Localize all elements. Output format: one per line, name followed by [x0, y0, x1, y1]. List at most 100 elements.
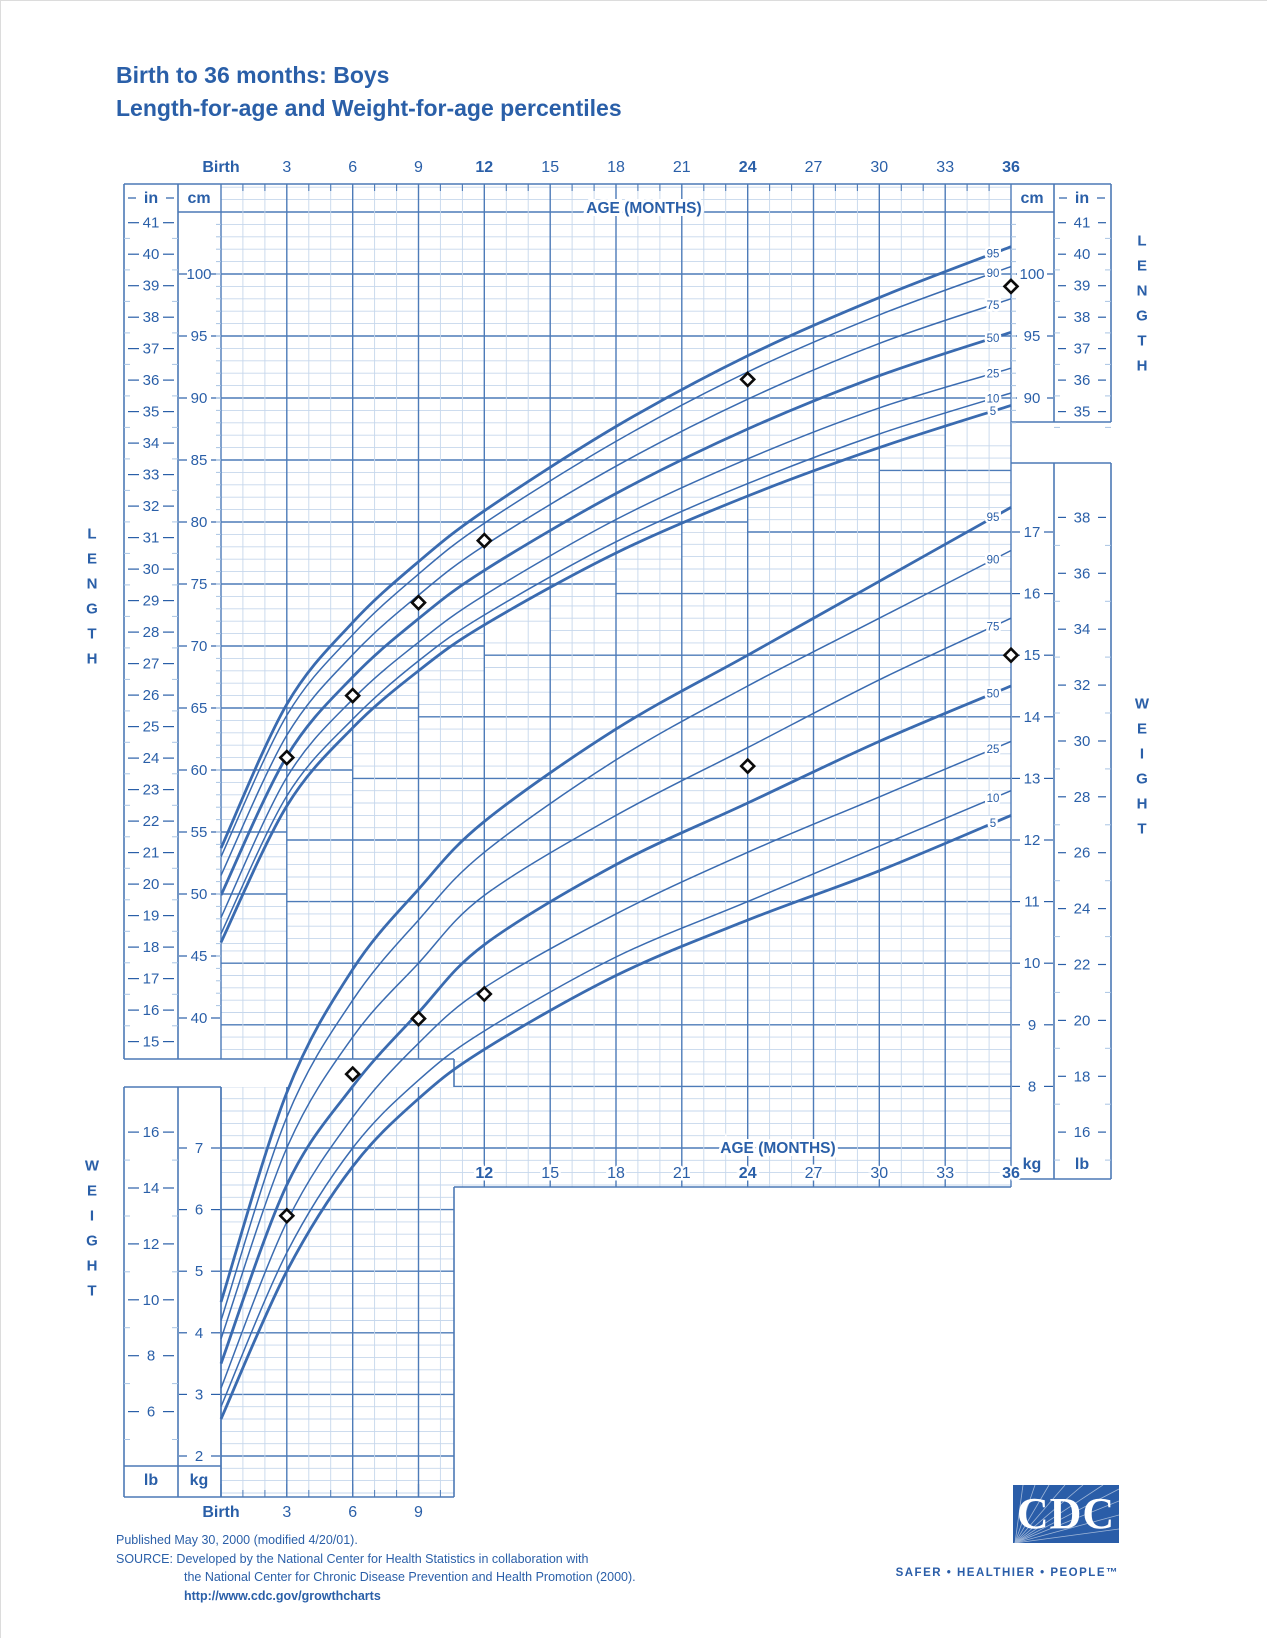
weight-lb-tick-right: 30 [1074, 733, 1091, 750]
length-in-tick: 36 [143, 372, 160, 389]
length-in-tick: 32 [143, 498, 160, 515]
weight-for-age-p10-curve [220, 790, 1012, 1407]
weight-kg-tick-right: 14 [1024, 709, 1041, 726]
weight-for-age-p95-label: 95 [987, 512, 1000, 524]
footer-published: Published May 30, 2000 (modified 4/20/01… [116, 1533, 358, 1547]
age-inner-tick: 30 [870, 1165, 888, 1182]
weight-kg-tick-right: 10 [1024, 955, 1041, 972]
weight-lb-tick-left: 8 [147, 1348, 155, 1365]
age-top-tick: 27 [805, 159, 823, 176]
unit-cm-left: cm [187, 190, 210, 207]
length-cm-tick: 100 [186, 266, 211, 283]
weight-lb-tick-right: 36 [1074, 565, 1091, 582]
weight-for-age-p75-label: 75 [987, 622, 1000, 634]
age-top-tick: 15 [541, 159, 559, 176]
patient-data-points [278, 278, 1020, 1225]
footer-source-2: the National Center for Chronic Disease … [184, 1570, 636, 1584]
length-in-tick: 27 [143, 656, 160, 673]
length-for-age-p75-curve [220, 298, 1012, 876]
length-cm-tick-right: 95 [1024, 328, 1041, 345]
length-point-3mo [278, 749, 296, 766]
weight-point-36mo [1002, 646, 1020, 664]
length-for-age-p95-label: 95 [987, 249, 1000, 261]
weight-point-12mo [475, 985, 493, 1003]
length-in-tick-right: 36 [1074, 372, 1091, 389]
length-cm-tick: 85 [191, 452, 208, 469]
length-point-24mo [739, 371, 757, 388]
weight-for-age-p90-label: 90 [987, 555, 1000, 567]
length-for-age-p25-curve [220, 367, 1012, 918]
section-labels: L E N G T H L E N G T H W E I G H T W E I G H T [85, 233, 1150, 1300]
unit-kg-right: kg [1023, 1156, 1042, 1173]
length-for-age-p10-curve [220, 392, 1012, 935]
footer-url: http://www.cdc.gov/growthcharts [184, 1588, 381, 1603]
age-inner-tick: 12 [475, 1165, 493, 1182]
weight-lb-tick-right: 24 [1074, 901, 1091, 918]
weight-for-age-p5-label: 5 [990, 818, 996, 830]
length-in-tick: 38 [143, 309, 160, 326]
length-point-12mo [475, 532, 493, 549]
age-top-tick: 18 [607, 159, 625, 176]
length-in-tick: 30 [143, 561, 160, 578]
weight-for-age-p50-curve [219, 684, 1012, 1365]
length-for-age-p75-label: 75 [987, 300, 1000, 312]
length-for-age-p90-label: 90 [987, 268, 1000, 280]
weight-lb-tick-right: 34 [1074, 621, 1091, 638]
unit-in-right: in [1075, 190, 1089, 207]
cdc-logo: CDC [1013, 1485, 1119, 1543]
length-in-tick: 17 [143, 971, 160, 988]
length-in-tick: 20 [143, 876, 160, 893]
length-in-tick: 23 [143, 782, 160, 799]
weight-lb-tick-left: 16 [143, 1124, 160, 1141]
weight-kg-tick-right: 13 [1024, 770, 1041, 787]
age-top-tick: 9 [414, 159, 423, 176]
weight-lb-tick-right: 16 [1074, 1124, 1091, 1141]
length-for-age-p90-curve [220, 265, 1012, 858]
weight-lb-tick-right: 32 [1074, 677, 1091, 694]
weight-kg-tick-right: 8 [1028, 1078, 1036, 1095]
weight-for-age-p75-curve [220, 617, 1012, 1340]
weight-lb-tick-left: 6 [147, 1404, 155, 1421]
length-in-tick-right: 41 [1074, 215, 1091, 232]
length-in-tick: 15 [143, 1034, 160, 1051]
weight-for-age-p25-curve [220, 740, 1012, 1389]
length-cm-tick: 65 [191, 700, 208, 717]
length-in-tick-right: 38 [1074, 309, 1091, 326]
length-for-age-p95-curve [219, 245, 1012, 849]
length-in-tick: 22 [143, 813, 160, 830]
age-top-tick: 12 [475, 159, 493, 176]
age-top-tick: 36 [1002, 159, 1020, 176]
unit-cm-right: cm [1020, 190, 1043, 207]
weight-kg-tick-right: 15 [1024, 647, 1041, 664]
percentile-curves [219, 245, 1012, 1420]
axis-tick-labels: 4140393837363534333231302928272625242322… [124, 215, 1111, 1465]
length-point-36mo [1002, 278, 1020, 295]
length-point-6mo [344, 687, 362, 704]
length-for-age-p10-label: 10 [987, 394, 1000, 406]
length-cm-tick-right: 100 [1019, 266, 1044, 283]
weight-kg-tick-left: 3 [195, 1386, 203, 1403]
length-in-tick-right: 35 [1074, 404, 1091, 421]
length-cm-tick: 70 [191, 638, 208, 655]
age-top-tick: Birth [202, 159, 239, 176]
age-top-tick: 24 [739, 159, 757, 176]
age-inner-tick: 21 [673, 1165, 691, 1182]
length-for-age-p50-curve [219, 330, 1012, 896]
weight-kg-tick-left: 4 [195, 1325, 203, 1342]
weight-for-age-p95-curve [219, 506, 1012, 1303]
weight-kg-tick-right: 17 [1024, 524, 1041, 541]
length-in-tick: 35 [143, 404, 160, 421]
age-bottom-tick: 9 [414, 1504, 423, 1521]
age-axis-label-bottom: AGE (MONTHS) [720, 1140, 835, 1157]
length-for-age-p25-label: 25 [987, 369, 1000, 381]
weight-kg-tick-left: 5 [195, 1263, 203, 1280]
weight-kg-tick-right: 12 [1024, 832, 1041, 849]
age-bottom-tick: Birth [202, 1504, 239, 1521]
length-in-tick: 31 [143, 530, 160, 547]
length-cm-tick-right: 90 [1024, 390, 1041, 407]
age-bottom-tick: 3 [282, 1504, 291, 1521]
